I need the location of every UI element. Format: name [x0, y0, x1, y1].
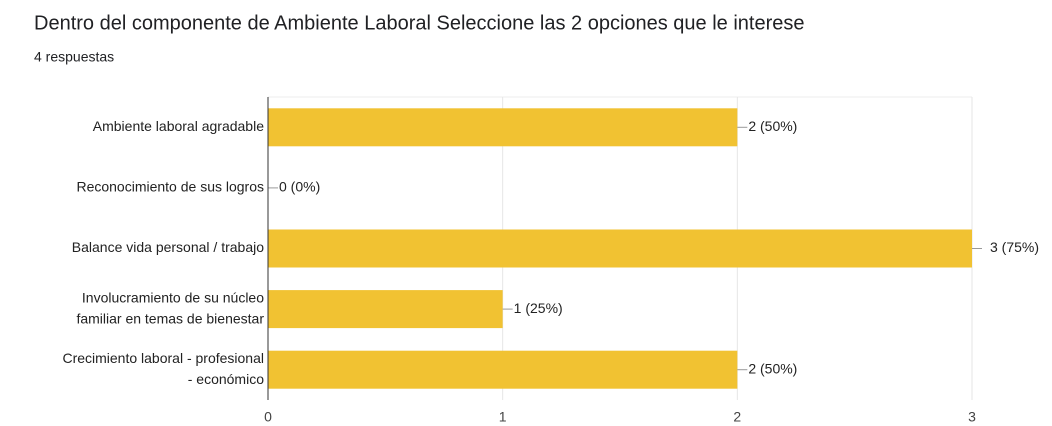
x-tick-label: 0 [264, 409, 272, 425]
data-label: 2 (50%) [748, 118, 797, 134]
x-tick-label: 3 [968, 409, 976, 425]
chart-subtitle: 4 respuestas [34, 49, 114, 65]
chart-title: Dentro del componente de Ambiente Labora… [34, 12, 805, 34]
y-tick-label: Reconocimiento de sus logros [76, 179, 264, 195]
y-tick-label: Involucramiento de su núcleo familiar en … [76, 289, 264, 326]
data-label: 1 (25%) [514, 300, 563, 316]
y-tick-label: Balance vida personal / trabajo [72, 239, 264, 255]
data-label: 3 (75%) [990, 239, 1039, 255]
x-tick-label: 1 [499, 409, 507, 425]
y-tick-label: Ambiente laboral agradable [93, 118, 264, 134]
x-tick-label: 2 [733, 409, 741, 425]
bar [268, 350, 738, 389]
bar [268, 108, 738, 147]
data-label: 2 (50%) [748, 360, 797, 376]
bar [268, 229, 972, 268]
bar [268, 290, 503, 329]
y-tick-label: Crecimiento laboral - profesional - econó… [62, 350, 264, 387]
data-label: 0 (0%) [279, 179, 320, 195]
